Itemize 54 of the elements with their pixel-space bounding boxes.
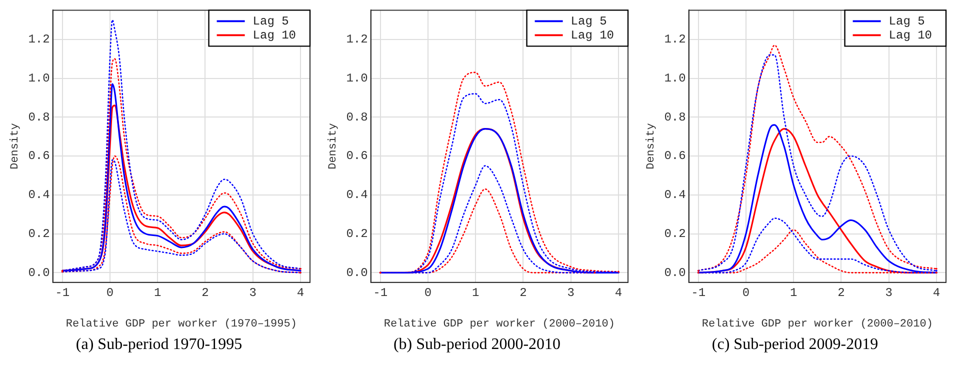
x-tick-label: -1 bbox=[691, 286, 706, 300]
y-tick-label: 1.0 bbox=[664, 71, 686, 86]
legend-label: Lag 5 bbox=[570, 14, 607, 28]
legend-label: Lag 5 bbox=[252, 14, 289, 28]
x-tick-label: 0 bbox=[742, 286, 750, 300]
y-tick-label: 0.2 bbox=[346, 226, 368, 241]
x-tick-label: 4 bbox=[296, 286, 304, 300]
x-tick-label: 2 bbox=[838, 286, 845, 300]
text: (a) Sub-period 1970-1995 bbox=[74, 336, 244, 354]
legend-label: Lag 5 bbox=[888, 14, 925, 28]
x-axis-title: Relative GDP per worker (2000–2010) bbox=[702, 318, 933, 330]
y-tick-label: 0.6 bbox=[28, 149, 50, 164]
legend-label: Lag 10 bbox=[570, 28, 614, 42]
y-tick-label: 1.2 bbox=[346, 32, 368, 47]
x-tick-label: 0 bbox=[424, 286, 432, 300]
x-tick-label: 1 bbox=[790, 286, 798, 300]
x-tick-label: 2 bbox=[520, 286, 527, 300]
x-tick-label: 3 bbox=[885, 286, 892, 300]
y-tick-label: 0.8 bbox=[346, 110, 368, 124]
y-tick-label: 1.0 bbox=[346, 71, 368, 86]
y-tick-label: 1.0 bbox=[28, 71, 50, 86]
legend-label: Lag 10 bbox=[888, 28, 932, 42]
y-axis-title: Density bbox=[646, 122, 658, 170]
y-tick-label: 0.8 bbox=[664, 110, 686, 124]
y-tick-label: 0.4 bbox=[664, 188, 686, 202]
x-tick-label: -1 bbox=[373, 286, 388, 300]
x-tick-label: -1 bbox=[55, 286, 70, 300]
y-tick-label: 0.0 bbox=[28, 266, 50, 280]
text: (c) Sub-period 2009-2019 bbox=[710, 336, 880, 354]
legend-label: Lag 10 bbox=[252, 28, 296, 42]
x-tick-label: 0 bbox=[106, 286, 114, 300]
y-tick-label: 0.2 bbox=[28, 226, 50, 241]
x-tick-label: 2 bbox=[202, 286, 209, 300]
y-axis-title: Density bbox=[10, 122, 22, 170]
y-tick-label: 1.2 bbox=[28, 32, 50, 47]
y-tick-label: 1.2 bbox=[664, 32, 686, 47]
y-tick-label: 0.4 bbox=[28, 188, 50, 202]
x-tick-label: 3 bbox=[249, 286, 256, 300]
x-axis-title: Relative GDP per worker (2000–2010) bbox=[384, 318, 615, 330]
y-tick-label: 0.6 bbox=[664, 149, 686, 164]
x-tick-label: 3 bbox=[567, 286, 574, 300]
x-tick-label: 1 bbox=[154, 286, 162, 300]
y-tick-label: 0.8 bbox=[28, 110, 50, 124]
x-tick-label: 4 bbox=[932, 286, 940, 300]
y-tick-label: 0.4 bbox=[346, 188, 368, 202]
x-axis-title: Relative GDP per worker (1970–1995) bbox=[66, 318, 297, 330]
y-tick-label: 0.6 bbox=[346, 149, 368, 164]
y-tick-label: 0.0 bbox=[664, 266, 686, 280]
y-axis-title: Density bbox=[328, 122, 340, 170]
x-tick-label: 4 bbox=[614, 286, 622, 300]
y-tick-label: 0.2 bbox=[664, 226, 686, 241]
text: (b) Sub-period 2000-2010 bbox=[392, 336, 562, 354]
x-tick-label: 1 bbox=[472, 286, 480, 300]
y-tick-label: 0.0 bbox=[346, 266, 368, 280]
